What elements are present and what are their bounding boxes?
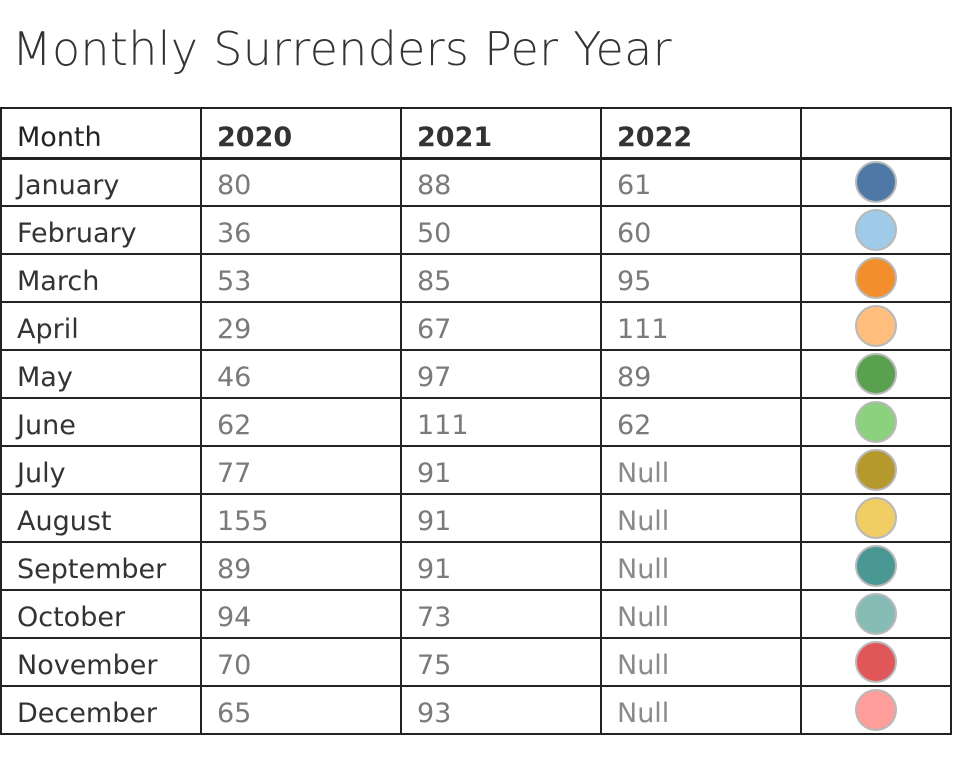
value-cell-2022: 89 [600,349,802,399]
value-cell-2022: 95 [600,253,802,303]
table-row: August 155 91 Null [0,493,952,543]
column-header-2020: 2020 [200,107,402,160]
value-cell-2020: 155 [200,493,402,543]
column-header-2021: 2021 [400,107,602,160]
month-cell: December [0,685,202,735]
column-header-color [800,107,952,160]
month-cell: May [0,349,202,399]
value-cell-2020: 94 [200,589,402,639]
table-header: Month 2020 2021 2022 [0,107,952,160]
value-cell-2020: 80 [200,157,402,207]
value-cell-2022: Null [600,637,802,687]
value-cell-2022: Null [600,685,802,735]
swatch-cell [800,685,952,735]
month-cell: July [0,445,202,495]
swatch-cell [800,157,952,207]
table-row: November 70 75 Null [0,637,952,687]
month-cell: September [0,541,202,591]
color-swatch [855,305,897,347]
table-row: September 89 91 Null [0,541,952,591]
value-cell-2021: 93 [400,685,602,735]
color-swatch [855,641,897,683]
value-cell-2020: 62 [200,397,402,447]
value-cell-2021: 111 [400,397,602,447]
value-cell-2022: Null [600,589,802,639]
value-cell-2021: 91 [400,541,602,591]
swatch-cell [800,349,952,399]
value-cell-2022: Null [600,445,802,495]
table-row: January 80 88 61 [0,157,952,207]
color-swatch [855,161,897,204]
value-cell-2020: 29 [200,301,402,351]
table-row: March 53 85 95 [0,253,952,303]
value-cell-2020: 77 [200,445,402,495]
month-cell: February [0,205,202,255]
value-cell-2022: 62 [600,397,802,447]
value-cell-2022: Null [600,541,802,591]
page-title: Monthly Surrenders Per Year [12,22,672,76]
value-cell-2021: 91 [400,445,602,495]
swatch-cell [800,589,952,639]
swatch-cell [800,397,952,447]
value-cell-2022: 61 [600,157,802,207]
table-body: January 80 88 61 February 36 50 60 March 53 85 95 Ap… [0,157,952,735]
value-cell-2021: 50 [400,205,602,255]
color-swatch [855,209,897,251]
table-row: July 77 91 Null [0,445,952,495]
month-cell: January [0,157,202,207]
value-cell-2022: 60 [600,205,802,255]
header-row: Month 2020 2021 2022 [0,107,952,160]
swatch-cell [800,301,952,351]
table-row: April 29 67 111 [0,301,952,351]
value-cell-2021: 75 [400,637,602,687]
month-cell: August [0,493,202,543]
month-cell: October [0,589,202,639]
value-cell-2020: 65 [200,685,402,735]
color-swatch [855,497,897,539]
color-swatch [855,353,897,395]
color-swatch [855,401,897,443]
value-cell-2021: 67 [400,301,602,351]
value-cell-2020: 36 [200,205,402,255]
column-header-month: Month [0,107,202,160]
swatch-cell [800,205,952,255]
data-table: Month 2020 2021 2022 January 80 88 61 Februa… [0,107,952,735]
value-cell-2021: 85 [400,253,602,303]
color-swatch [855,545,897,587]
month-cell: June [0,397,202,447]
value-cell-2021: 73 [400,589,602,639]
color-swatch [855,689,897,731]
month-cell: March [0,253,202,303]
value-cell-2021: 88 [400,157,602,207]
color-swatch [855,593,897,635]
swatch-cell [800,493,952,543]
swatch-cell [800,253,952,303]
value-cell-2022: Null [600,493,802,543]
month-cell: November [0,637,202,687]
table-row: June 62 111 62 [0,397,952,447]
table-row: February 36 50 60 [0,205,952,255]
value-cell-2020: 53 [200,253,402,303]
month-cell: April [0,301,202,351]
value-cell-2021: 97 [400,349,602,399]
value-cell-2021: 91 [400,493,602,543]
swatch-cell [800,637,952,687]
swatch-cell [800,541,952,591]
value-cell-2020: 46 [200,349,402,399]
column-header-2022: 2022 [600,107,802,160]
swatch-cell [800,445,952,495]
table-row: May 46 97 89 [0,349,952,399]
table-row: December 65 93 Null [0,685,952,735]
table-row: October 94 73 Null [0,589,952,639]
value-cell-2020: 89 [200,541,402,591]
color-swatch [855,257,897,299]
value-cell-2020: 70 [200,637,402,687]
value-cell-2022: 111 [600,301,802,351]
color-swatch [855,449,897,491]
